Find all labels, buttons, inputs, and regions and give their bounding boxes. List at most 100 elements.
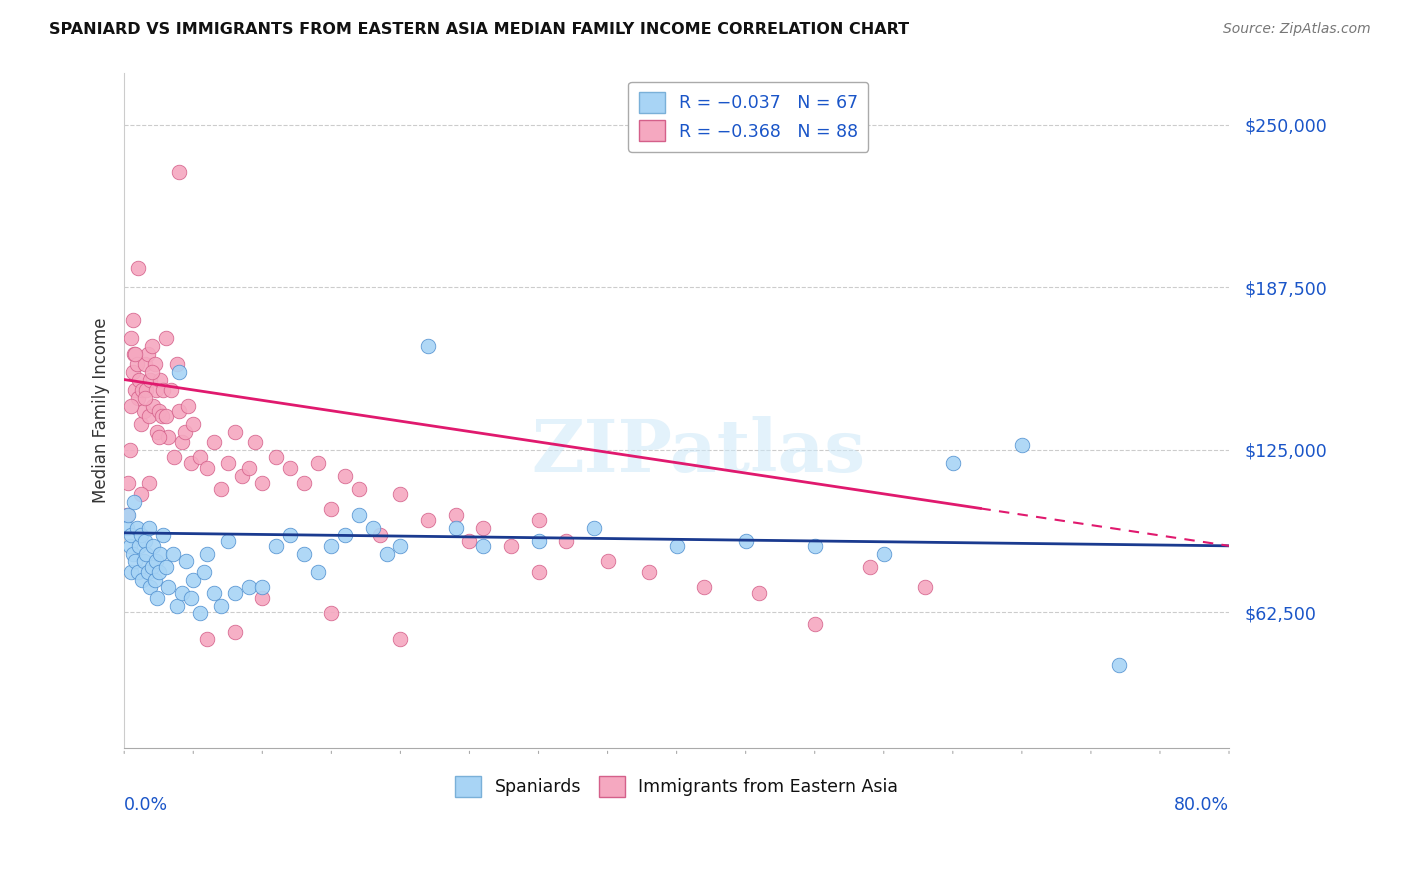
Point (224, 624, 246, 639)
Point (527, 533, 550, 548)
Point (117, 476, 139, 491)
Text: SPANIARD VS IMMIGRANTS FROM EASTERN ASIA MEDIAN FAMILY INCOME CORRELATION CHART: SPANIARD VS IMMIGRANTS FROM EASTERN ASIA… (49, 22, 910, 37)
Point (458, 533, 481, 548)
Point (195, 632, 218, 647)
Point (138, 476, 160, 491)
Point (166, 599, 188, 613)
Point (169, 365, 191, 379)
Point (195, 547, 218, 561)
Point (169, 164, 191, 178)
Point (143, 573, 166, 587)
Point (252, 581, 274, 595)
Point (527, 513, 550, 527)
Point (120, 331, 142, 345)
Point (145, 554, 167, 568)
Point (202, 434, 225, 449)
Point (115, 508, 138, 522)
Point (914, 581, 936, 595)
Point (142, 539, 165, 553)
Point (146, 425, 169, 439)
Point (121, 313, 143, 327)
Point (134, 391, 156, 405)
Point (335, 528, 357, 542)
Point (176, 554, 198, 568)
Point (152, 383, 174, 397)
Point (195, 461, 218, 475)
Point (217, 456, 239, 470)
Point (150, 409, 173, 423)
Point (129, 417, 152, 431)
Point (115, 521, 138, 535)
Point (416, 339, 439, 353)
Point (127, 260, 149, 275)
Point (155, 559, 177, 574)
Point (444, 521, 467, 535)
Point (125, 357, 148, 371)
Point (193, 565, 215, 579)
Point (264, 539, 287, 553)
Point (321, 502, 343, 516)
Point (169, 403, 191, 417)
Point (134, 357, 156, 371)
Point (134, 533, 156, 548)
Point (224, 585, 246, 599)
Point (118, 539, 141, 553)
Point (179, 591, 201, 605)
Point (361, 521, 384, 535)
Point (264, 450, 287, 465)
Text: Source: ZipAtlas.com: Source: ZipAtlas.com (1223, 22, 1371, 37)
Point (129, 528, 152, 542)
Point (292, 476, 315, 491)
Point (1108, 658, 1130, 673)
Point (202, 585, 225, 599)
Point (141, 365, 163, 379)
Point (139, 373, 162, 387)
Point (160, 383, 183, 397)
Point (472, 521, 495, 535)
Point (118, 442, 141, 457)
Point (416, 513, 439, 527)
Point (188, 607, 211, 621)
Point (238, 461, 260, 475)
Point (231, 468, 253, 483)
Point (120, 565, 142, 579)
Point (347, 482, 370, 496)
Point (278, 528, 301, 542)
Point (942, 456, 965, 470)
Point (138, 521, 160, 535)
Point (555, 533, 578, 548)
Point (131, 383, 153, 397)
Point (162, 547, 184, 561)
Point (122, 346, 145, 360)
Point (145, 383, 167, 397)
Point (163, 450, 186, 465)
Point (209, 599, 232, 613)
Point (472, 539, 495, 553)
Legend: Spaniards, Immigrants from Eastern Asia: Spaniards, Immigrants from Eastern Asia (444, 765, 908, 807)
Text: 80.0%: 80.0% (1174, 796, 1229, 814)
Point (181, 573, 204, 587)
Point (238, 581, 260, 595)
Point (499, 539, 522, 553)
Point (127, 565, 149, 579)
Point (138, 409, 160, 423)
Text: 0.0%: 0.0% (124, 796, 169, 814)
Point (136, 346, 159, 360)
Point (665, 539, 688, 553)
Point (347, 508, 370, 522)
Point (803, 616, 825, 631)
Point (177, 399, 200, 413)
Point (142, 399, 165, 413)
Point (335, 468, 357, 483)
Point (389, 632, 412, 647)
Point (638, 565, 661, 579)
Point (172, 585, 194, 599)
Point (181, 417, 204, 431)
Point (136, 565, 159, 579)
Point (444, 508, 467, 522)
Point (125, 521, 148, 535)
Point (146, 591, 169, 605)
Point (873, 547, 896, 561)
Point (252, 476, 274, 491)
Point (307, 565, 329, 579)
